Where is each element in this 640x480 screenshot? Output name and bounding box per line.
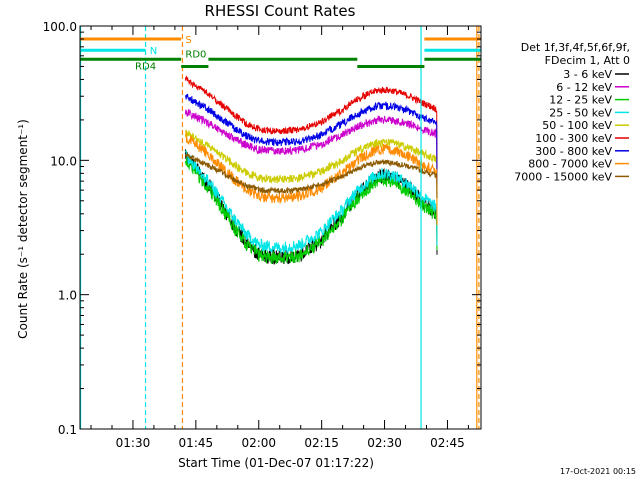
legend-label: 800 - 7000 keV bbox=[528, 158, 612, 171]
flag-label-rd4: RD4 bbox=[135, 61, 156, 72]
legend: Det 1f,3f,4f,5f,6f,9f, FDecim 1, Att 0 3… bbox=[514, 41, 630, 183]
x-tick-label: 02:15 bbox=[304, 436, 339, 450]
vertical-lines-layer bbox=[79, 26, 480, 429]
series-line-7000-15000-kev bbox=[184, 152, 438, 199]
y-tick-label: 1.0 bbox=[58, 289, 77, 303]
x-axis-label: Start Time (01-Dec-07 01:17:22) bbox=[178, 456, 374, 470]
flag-label-rd0: RD0 bbox=[185, 49, 206, 60]
chart-title: RHESSI Count Rates bbox=[205, 2, 356, 20]
timestamp: 17-Oct-2021 00:15 bbox=[560, 467, 636, 476]
series-line-12-25-kev bbox=[184, 157, 438, 265]
legend-label: 100 - 300 keV bbox=[535, 132, 612, 145]
series-line-6-12-kev bbox=[184, 108, 438, 183]
x-tick-label: 01:45 bbox=[179, 436, 214, 450]
legend-label: 25 - 50 keV bbox=[549, 106, 612, 119]
series-line-100-300-kev bbox=[184, 75, 438, 172]
x-tick-label: 02:45 bbox=[430, 436, 465, 450]
x-tick-label: 02:30 bbox=[367, 436, 402, 450]
flag-label-s: S bbox=[185, 35, 191, 46]
y-tick-label: 100.0 bbox=[43, 20, 77, 34]
flag-label-n: N bbox=[150, 46, 157, 57]
legend-header-line-2: FDecim 1, Att 0 bbox=[545, 54, 630, 67]
x-tick-label: 01:30 bbox=[116, 436, 151, 450]
series-line-25-50-kev bbox=[184, 149, 438, 255]
series-line-50-100-kev bbox=[184, 129, 438, 207]
axes-layer: 01:30 01:45 02:00 02:15 02:30 02:45 0.1 1.0 10.0… bbox=[43, 20, 481, 450]
legend-label: 12 - 25 keV bbox=[549, 94, 612, 107]
series-line-300-800-kev bbox=[184, 93, 438, 185]
flag-bars-layer: S N RD0 RD4 bbox=[80, 35, 481, 72]
legend-label: 3 - 6 keV bbox=[563, 68, 612, 81]
legend-label: 6 - 12 keV bbox=[556, 81, 612, 94]
legend-label: 300 - 800 keV bbox=[535, 145, 612, 158]
legend-label: 7000 - 15000 keV bbox=[514, 170, 612, 183]
legend-header-line-1: Det 1f,3f,4f,5f,6f,9f, bbox=[521, 41, 630, 54]
y-tick-label: 10.0 bbox=[50, 154, 77, 168]
y-axis-label: Count Rate (s⁻¹ detector segment⁻¹) bbox=[16, 119, 30, 339]
y-tick-label: 0.1 bbox=[58, 423, 77, 437]
plot-frame bbox=[79, 25, 482, 430]
data-series-layer bbox=[184, 75, 438, 265]
x-tick-label: 02:00 bbox=[241, 436, 276, 450]
legend-label: 50 - 100 keV bbox=[542, 119, 612, 132]
